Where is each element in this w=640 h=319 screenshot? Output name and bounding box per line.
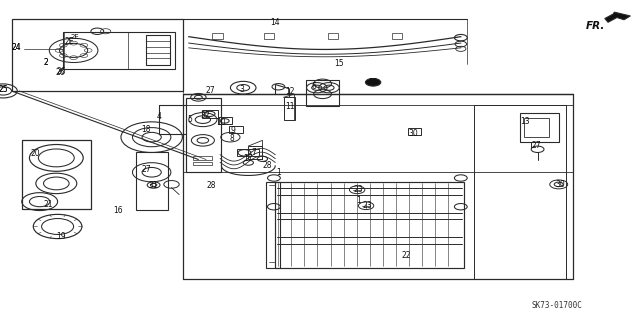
Text: 25: 25 [0, 85, 8, 94]
Bar [474, 105, 566, 279]
Bar [12, 19, 183, 91]
Text: 10: 10 [216, 118, 226, 127]
Text: 30: 30 [555, 180, 565, 189]
Bar [202, 110, 218, 118]
Text: 3: 3 [239, 85, 244, 94]
Text: 5: 5 [187, 115, 192, 124]
Text: 31: 31 [148, 181, 159, 189]
Text: FR.: FR. [586, 20, 605, 31]
Text: 26: 26 [55, 68, 65, 77]
Text: 24: 24 [11, 43, 21, 52]
Text: 27: 27 [141, 165, 151, 174]
Text: 11: 11 [285, 102, 294, 111]
Text: 18: 18 [141, 125, 150, 134]
Bar [212, 33, 223, 39]
Text: 17: 17 [243, 154, 253, 163]
Text: 22: 22 [402, 251, 411, 260]
Bar [146, 35, 170, 65]
Circle shape [365, 78, 381, 86]
Text: 29: 29 [368, 78, 378, 87]
Text: 28: 28 [263, 161, 272, 170]
Text: 32: 32 [200, 111, 210, 120]
Text: 21: 21 [44, 200, 52, 209]
Bar [193, 156, 212, 160]
Text: 2E: 2E [65, 37, 74, 46]
Text: 7: 7 [251, 148, 256, 157]
Text: 9: 9 [230, 126, 236, 135]
Bar [284, 97, 295, 120]
Text: 1: 1 [276, 168, 281, 177]
Text: 23: 23 [362, 201, 372, 210]
Bar [306, 80, 339, 106]
Text: 20: 20 [30, 149, 40, 158]
Text: 13: 13 [520, 117, 530, 126]
Text: 6: 6 [311, 82, 316, 91]
Text: 2: 2 [44, 58, 49, 67]
Text: 8: 8 [229, 134, 234, 143]
Bar [328, 33, 338, 39]
Text: 15: 15 [334, 59, 344, 68]
Bar [229, 126, 243, 133]
Text: 27: 27 [531, 141, 541, 150]
Text: 28: 28 [207, 181, 216, 189]
Bar [275, 182, 464, 268]
Polygon shape [605, 12, 630, 22]
Bar [193, 162, 212, 165]
Bar [248, 146, 262, 159]
Text: 23: 23 [353, 185, 364, 194]
Bar [218, 117, 232, 124]
Bar [266, 182, 280, 268]
Text: 14: 14 [270, 19, 280, 27]
Bar [520, 113, 559, 142]
Text: 24: 24 [11, 43, 21, 52]
Bar [237, 149, 259, 156]
Text: 30: 30 [408, 129, 418, 138]
Text: 16: 16 [113, 206, 124, 215]
Text: 12: 12 [285, 87, 294, 96]
Bar [264, 33, 274, 39]
Bar [22, 140, 91, 209]
Bar [136, 152, 168, 210]
Text: 4: 4 [156, 112, 161, 121]
Text: 25: 25 [0, 85, 8, 94]
Bar [408, 128, 421, 135]
Text: 27: 27 [205, 86, 215, 95]
Text: 2: 2 [44, 58, 49, 67]
Text: 19: 19 [56, 232, 66, 241]
Text: 26: 26 [56, 67, 67, 76]
Bar [524, 118, 549, 137]
Text: 1: 1 [356, 197, 361, 205]
Bar [392, 33, 402, 39]
Bar [186, 98, 221, 172]
Text: 2E: 2E [70, 34, 79, 40]
Bar [63, 32, 175, 69]
Text: SK73-01700C: SK73-01700C [531, 301, 582, 310]
